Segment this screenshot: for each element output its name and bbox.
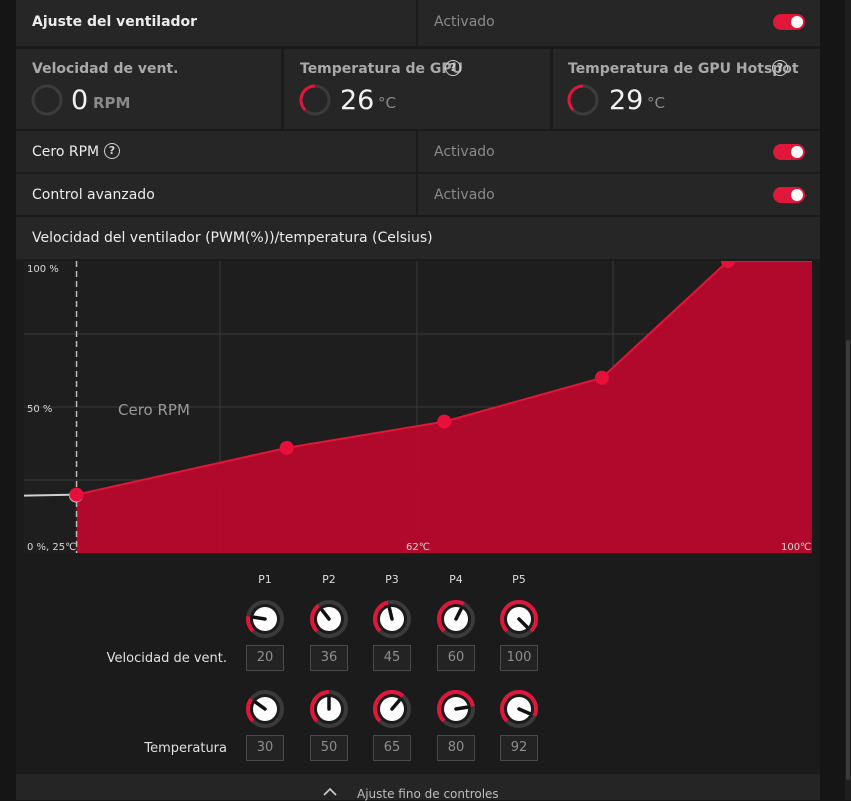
fan-speed-unit: RPM	[93, 94, 131, 112]
gpu-temp-gauge-icon	[299, 84, 331, 116]
zero-rpm-line	[24, 493, 77, 497]
speed-input-p3[interactable]: 45	[373, 645, 411, 671]
advanced-control-state-cell: Activado	[418, 174, 820, 215]
y-tick-0: 0 %, 25℃	[27, 542, 76, 553]
curve-point-p1[interactable]	[69, 487, 84, 502]
fan-speed-value: 0	[71, 85, 89, 116]
chart-header: Velocidad del ventilador (PWM(%))/temper…	[16, 217, 820, 259]
speed-input-p1[interactable]: 20	[246, 645, 284, 671]
fine-tune-footer[interactable]: Ajuste fino de controles	[16, 774, 820, 801]
temp-input-p3[interactable]: 65	[373, 735, 411, 761]
temp-knob-p1[interactable]	[243, 687, 287, 731]
fan-tuning-toggle[interactable]	[773, 14, 805, 30]
point-label-p3: P3	[385, 573, 399, 586]
y-tick-50: 50 %	[27, 404, 52, 415]
curve-point-p3[interactable]	[437, 414, 452, 429]
gpu-temp-stat: Temperatura de GPU ? 26 °C	[284, 49, 550, 129]
zero-rpm-row: Cero RPM ?	[16, 131, 416, 172]
zero-rpm-toggle[interactable]	[773, 144, 805, 160]
speed-knob-p4[interactable]	[434, 597, 478, 641]
speed-row-label: Velocidad de vent.	[106, 651, 227, 666]
speed-input-p2[interactable]: 36	[310, 645, 348, 671]
temp-row-label: Temperatura	[144, 741, 227, 756]
fan-curve-area	[76, 261, 812, 553]
temp-knob-p3[interactable]	[370, 687, 414, 731]
advanced-control-toggle[interactable]	[773, 187, 805, 203]
advanced-control-row: Control avanzado	[16, 174, 416, 215]
gpu-hotspot-gauge-icon	[567, 84, 599, 116]
temp-input-p4[interactable]: 80	[437, 735, 475, 761]
gpu-temp-value: 26	[340, 85, 375, 116]
zero-rpm-chart-label: Cero RPM	[118, 401, 190, 419]
point-label-p1: P1	[258, 573, 272, 586]
scrollbar-thumb[interactable]	[846, 340, 850, 780]
chart-header-label: Velocidad del ventilador (PWM(%))/temper…	[32, 230, 433, 246]
speed-knob-p1[interactable]	[243, 597, 287, 641]
gpu-temp-title: Temperatura de GPU	[300, 61, 464, 77]
gpu-hotspot-help-icon[interactable]: ?	[772, 60, 788, 76]
fan-speed-title: Velocidad de vent.	[32, 61, 179, 77]
speed-knob-p3[interactable]	[370, 597, 414, 641]
fan-speed-stat: Velocidad de vent. 0 RPM	[16, 49, 281, 129]
fan-tuning-state-cell: Activado	[418, 0, 820, 46]
gpu-hotspot-value: 29	[609, 85, 644, 116]
zero-rpm-state-cell: Activado	[418, 131, 820, 172]
gpu-hotspot-title: Temperatura de GPU Hotspot	[568, 61, 799, 77]
fan-tuning-row: Ajuste del ventilador	[16, 0, 416, 46]
temp-input-p1[interactable]: 30	[246, 735, 284, 761]
gpu-temp-unit: °C	[378, 94, 396, 112]
speed-input-p4[interactable]: 60	[437, 645, 475, 671]
fan-tuning-label: Ajuste del ventilador	[32, 14, 198, 30]
temp-knob-p5[interactable]	[497, 687, 541, 731]
curve-point-p4[interactable]	[594, 370, 609, 385]
temp-knob-p4[interactable]	[434, 687, 478, 731]
zero-rpm-help-icon[interactable]: ?	[104, 143, 120, 159]
speed-knob-p5[interactable]	[497, 597, 541, 641]
temp-input-p5[interactable]: 92	[500, 735, 538, 761]
curve-point-p2[interactable]	[279, 440, 294, 455]
gpu-hotspot-stat: Temperatura de GPU Hotspot ? 29 °C	[553, 49, 820, 129]
speed-knob-p2[interactable]	[307, 597, 351, 641]
zero-rpm-label: Cero RPM	[32, 144, 100, 160]
y-tick-100: 100 %	[27, 264, 59, 275]
fine-tune-label: Ajuste fino de controles	[357, 787, 499, 801]
chevron-up-icon	[323, 787, 337, 796]
point-label-p5: P5	[512, 573, 526, 586]
gpu-temp-help-icon[interactable]: ?	[445, 60, 461, 76]
temp-knob-p2[interactable]	[307, 687, 351, 731]
fan-speed-gauge-icon	[31, 84, 63, 116]
fan-tuning-state: Activado	[434, 14, 495, 30]
speed-input-p5[interactable]: 100	[500, 645, 538, 671]
x-tick-100: 100℃	[781, 542, 811, 553]
fan-curve-chart[interactable]: Cero RPM 100 % 50 % 0 %, 25℃ 62℃ 100℃	[24, 261, 812, 553]
fan-curve-line	[76, 261, 812, 496]
x-tick-62: 62℃	[406, 542, 430, 553]
advanced-control-label: Control avanzado	[32, 187, 155, 203]
gpu-hotspot-unit: °C	[647, 94, 665, 112]
point-label-p4: P4	[449, 573, 463, 586]
advanced-control-state: Activado	[434, 187, 495, 203]
temp-input-p2[interactable]: 50	[310, 735, 348, 761]
curve-point-p5[interactable]	[720, 261, 735, 268]
zero-rpm-state: Activado	[434, 144, 495, 160]
point-label-p2: P2	[322, 573, 336, 586]
